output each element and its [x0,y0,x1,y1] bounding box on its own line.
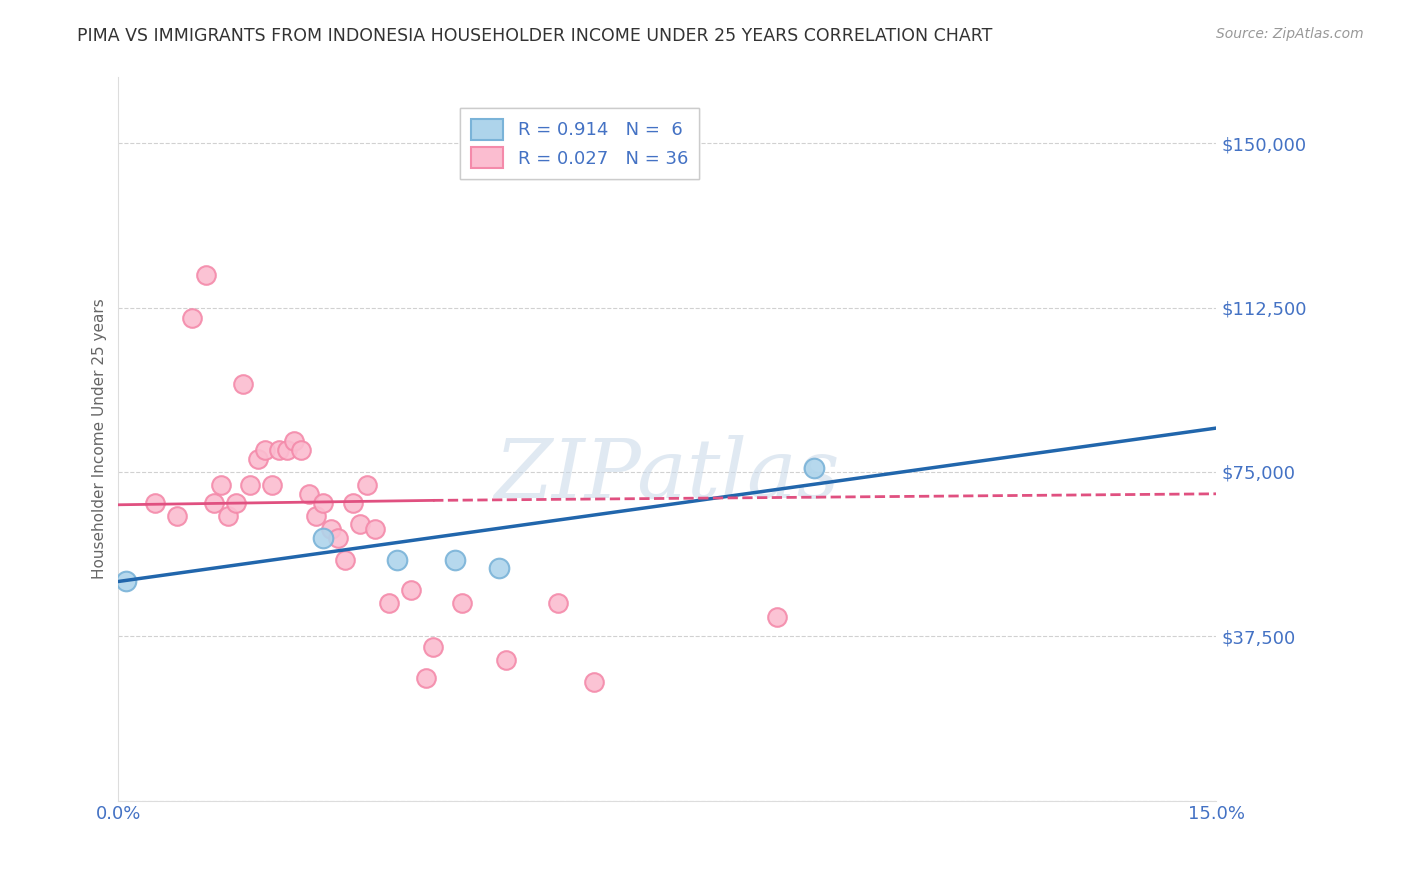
Legend: R = 0.914   N =  6, R = 0.027   N = 36: R = 0.914 N = 6, R = 0.027 N = 36 [460,108,699,178]
Point [180,311,202,326]
Point [363,522,385,536]
Point [488,561,510,575]
Point [312,495,335,509]
Point [262,478,284,492]
Point [335,552,357,566]
Point [166,508,188,523]
Point [547,596,569,610]
Point [305,508,328,523]
Point [246,451,269,466]
Point [298,487,321,501]
Point [283,434,305,449]
Point [225,495,247,509]
Point [232,377,254,392]
Point [444,552,467,566]
Point [312,531,335,545]
Point [319,522,342,536]
Point [378,596,401,610]
Point [385,552,408,566]
Point [326,531,349,545]
Point [239,478,262,492]
Point [209,478,232,492]
Y-axis label: Householder Income Under 25 years: Householder Income Under 25 years [93,299,107,580]
Point [114,574,136,589]
Point [290,442,312,457]
Point [269,442,291,457]
Point [349,517,371,532]
Point [583,675,606,690]
Point [766,609,789,624]
Point [495,653,517,667]
Point [276,442,298,457]
Point [253,442,276,457]
Point [399,583,422,598]
Point [143,495,166,509]
Point [451,596,474,610]
Point [342,495,364,509]
Text: ZIPatlas: ZIPatlas [495,435,841,516]
Text: PIMA VS IMMIGRANTS FROM INDONESIA HOUSEHOLDER INCOME UNDER 25 YEARS CORRELATION : PIMA VS IMMIGRANTS FROM INDONESIA HOUSEH… [77,27,993,45]
Point [415,671,437,685]
Point [195,268,218,282]
Point [356,478,378,492]
Point [202,495,225,509]
Point [803,460,825,475]
Point [422,640,444,655]
Point [217,508,239,523]
Text: Source: ZipAtlas.com: Source: ZipAtlas.com [1216,27,1364,41]
